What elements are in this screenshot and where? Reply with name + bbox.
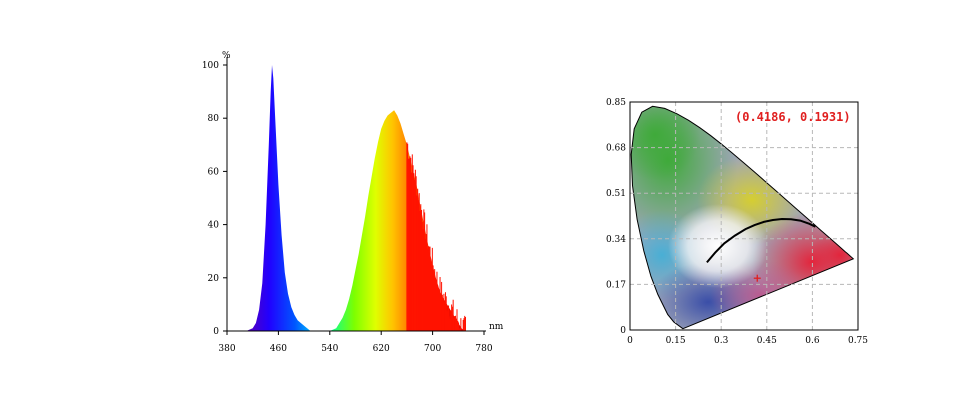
cie-y-tick-label: 0.51 <box>606 189 626 199</box>
spectrum-y-tick-label: 100 <box>202 61 219 71</box>
cie-x-tick-label: 0 <box>627 336 633 346</box>
cie-chart: (0.4186, 0.1931) 0 0.15 0.3 0.45 0.6 0.75 0 0.… <box>606 98 868 346</box>
spectrum-y-tick-label: 80 <box>208 114 220 124</box>
spectrum-x-tick-label: 620 <box>373 344 390 354</box>
spectrum-x-tick-label: 380 <box>218 344 235 354</box>
spectrum-y-tick-label: 40 <box>208 221 220 231</box>
spectrum-x-tick-label: 540 <box>321 344 338 354</box>
cie-x-tick-label: 0.6 <box>805 336 820 346</box>
planckian-locus <box>706 217 816 264</box>
cie-y-tick-label: 0.17 <box>606 280 626 290</box>
spectrum-y-tick-label: 20 <box>208 274 220 284</box>
spectrum-y-label: % <box>222 51 231 61</box>
cie-x-tick-label: 0.3 <box>714 336 729 346</box>
cie-y-tick-label: 0.34 <box>606 235 626 245</box>
spectrum-y-tick-label: 0 <box>213 327 219 337</box>
spectrum-x-tick-label: 460 <box>270 344 287 354</box>
chromaticity-point-marker <box>753 274 761 282</box>
spectrum-noise-bars <box>406 142 466 331</box>
spectral-locus-outline <box>630 105 855 330</box>
cie-x-tick-label: 0.75 <box>848 336 868 346</box>
cie-grid <box>630 102 858 330</box>
spectrum-x-ticks: 380 460 540 620 700 780 <box>218 331 493 354</box>
spectrum-x-tick-label: 780 <box>475 344 492 354</box>
cie-y-tick-label: 0 <box>620 326 626 336</box>
cie-x-tick-label: 0.15 <box>666 336 686 346</box>
spectrum-x-tick-label: 700 <box>424 344 441 354</box>
cie-y-tick-label: 0.68 <box>606 144 626 154</box>
cie-y-ticks: 0 0.17 0.34 0.51 0.68 0.85 <box>606 98 626 336</box>
spectrum-chart: 380 460 540 620 700 780 0 20 40 60 80 100 nm % <box>202 51 504 354</box>
cie-x-ticks: 0 0.15 0.3 0.45 0.6 0.75 <box>627 336 868 346</box>
chromaticity-coordinate-label: (0.4186, 0.1931) <box>735 110 851 124</box>
spectrum-y-tick-label: 60 <box>208 167 220 177</box>
cie-x-tick-label: 0.45 <box>757 336 777 346</box>
spectrum-y-ticks: 0 20 40 60 80 100 <box>202 61 227 337</box>
spectrum-x-label: nm <box>489 322 504 332</box>
cie-plot-frame <box>629 101 859 331</box>
cie-y-tick-label: 0.85 <box>606 98 626 108</box>
